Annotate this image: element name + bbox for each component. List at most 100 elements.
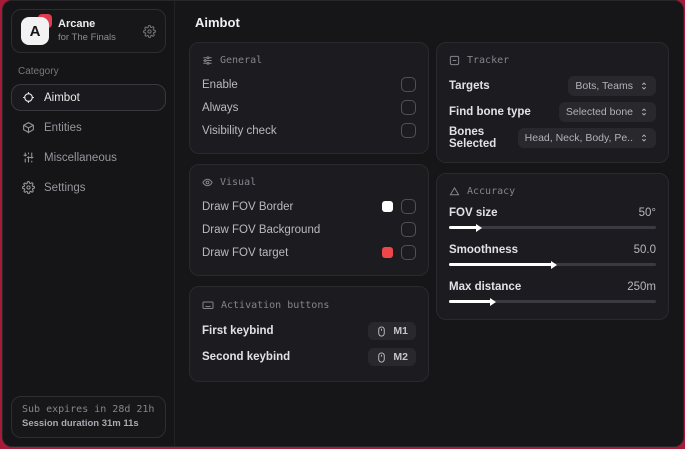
setting-row-visibility-check: Visibility check [202,119,416,142]
main-content: Aimbot General Ena [175,1,683,446]
find-bone-type-dropdown[interactable]: Selected bone [558,102,656,122]
slider-thumb[interactable] [550,260,557,269]
panel-title-label: Visual [220,177,257,188]
sub-expiry-text: Sub expires in 28d 21h [22,404,155,415]
visibility-check-checkbox[interactable] [401,123,416,138]
dropdown-value: Bots, Teams [575,80,633,92]
sliders-vertical-icon [22,151,35,164]
panel-activation-buttons: Activation buttons First keybind M1 [189,286,429,382]
targets-dropdown[interactable]: Bots, Teams [568,76,656,96]
brand-text: Arcane for The Finals [58,18,134,44]
dropdown-value: Selected bone [565,106,633,118]
smoothness-slider[interactable] [449,260,656,269]
setting-label: Max distance [449,281,522,293]
mouse-icon [376,351,387,363]
fov-border-color-swatch[interactable] [382,201,393,212]
setting-row-second-keybind: Second keybind M2 [202,344,416,370]
panel-title-label: General [220,55,263,66]
panel-title-label: Accuracy [467,186,516,197]
sidebar-item-miscellaneous[interactable]: Miscellaneous [11,144,166,171]
sidebar-item-label: Entities [44,121,82,134]
max-distance-slider[interactable] [449,297,656,306]
setting-label: Second keybind [202,351,291,363]
main-header: Aimbot [175,1,683,42]
unfold-icon [639,107,649,117]
sidebar-item-aimbot[interactable]: Aimbot [11,84,166,111]
brand-subtitle: for The Finals [58,31,116,43]
brand-title: Arcane [58,18,96,31]
draw-fov-target-checkbox[interactable] [401,245,416,260]
slider-thumb[interactable] [475,223,482,232]
mouse-icon [376,325,387,337]
setting-row-draw-fov-background: Draw FOV Background [202,218,416,241]
keybind-value: M2 [393,351,408,363]
max-distance-value: 250m [627,281,656,293]
always-checkbox[interactable] [401,100,416,115]
setting-label: Smoothness [449,244,519,256]
panel-title-label: Activation buttons [221,299,330,311]
brand-card: A Arcane for The Finals [11,9,166,53]
smoothness-value: 50.0 [633,244,656,256]
gear-icon[interactable] [143,24,156,38]
sidebar-item-label: Settings [44,181,86,194]
setting-label: Targets [449,80,490,92]
subscription-card: Sub expires in 28d 21h Session duration … [11,396,166,438]
keybind-value: M1 [393,325,408,337]
enable-checkbox[interactable] [401,77,416,92]
eye-icon [202,177,213,188]
dropdown-value: Head, Neck, Body, Pe.. [524,132,633,144]
slider-fill [449,300,493,303]
setting-label: FOV size [449,207,498,219]
slider-thumb[interactable] [490,297,497,306]
keyboard-icon [202,299,214,311]
setting-label: Find bone type [449,106,531,118]
slider-track [449,226,656,229]
gear-icon [22,181,35,194]
setting-row-always: Always [202,96,416,119]
setting-label: Bones Selected [449,126,497,150]
first-keybind-button[interactable]: M1 [368,322,416,340]
panel-accuracy: Accuracy FOV size 50° [436,173,669,320]
setting-row-max-distance: Max distance 250m [449,278,656,306]
second-keybind-button[interactable]: M2 [368,348,416,366]
sliders-horizontal-icon [202,55,213,66]
sidebar-item-entities[interactable]: Entities [11,114,166,141]
setting-label: Visibility check [202,124,277,137]
slider-track [449,300,656,303]
draw-fov-border-checkbox[interactable] [401,199,416,214]
app-logo: A [21,14,52,45]
setting-label: Enable [202,78,238,91]
fov-size-slider[interactable] [449,223,656,232]
setting-row-first-keybind: First keybind M1 [202,318,416,344]
category-label: Category [18,66,59,77]
setting-row-bones-selected: Bones Selected Head, Neck, Body, Pe.. [449,125,656,151]
setting-label: First keybind [202,325,274,337]
panel-general: General Enable Always Visibility check [189,42,429,154]
setting-label: Draw FOV Border [202,200,294,213]
sidebar-item-label: Miscellaneous [44,151,117,164]
sidebar: A Arcane for The Finals Category Aimbot [3,1,175,446]
page-title: Aimbot [195,15,240,30]
setting-label: Always [202,101,239,114]
sidebar-item-settings[interactable]: Settings [11,174,166,201]
bones-selected-dropdown[interactable]: Head, Neck, Body, Pe.. [517,128,656,148]
setting-row-draw-fov-target: Draw FOV target [202,241,416,264]
triangle-icon [449,186,460,197]
setting-row-find-bone-type: Find bone type Selected bone [449,99,656,125]
setting-label: Draw FOV target [202,246,289,259]
panel-title-label: Tracker [467,55,510,66]
setting-row-fov-size: FOV size 50° [449,204,656,232]
frame-minus-icon [449,55,460,66]
fov-target-color-swatch[interactable] [382,247,393,258]
sidebar-item-label: Aimbot [44,91,80,104]
draw-fov-background-checkbox[interactable] [401,222,416,237]
setting-label: Draw FOV Background [202,223,321,236]
cube-icon [22,121,35,134]
crosshair-icon [22,91,35,104]
panel-visual: Visual Draw FOV Border Draw FOV Backgrou… [189,164,429,276]
panel-tracker: Tracker Targets Bots, Teams [436,42,669,163]
setting-row-smoothness: Smoothness 50.0 [449,241,656,269]
unfold-icon [639,133,649,143]
setting-row-enable: Enable [202,73,416,96]
